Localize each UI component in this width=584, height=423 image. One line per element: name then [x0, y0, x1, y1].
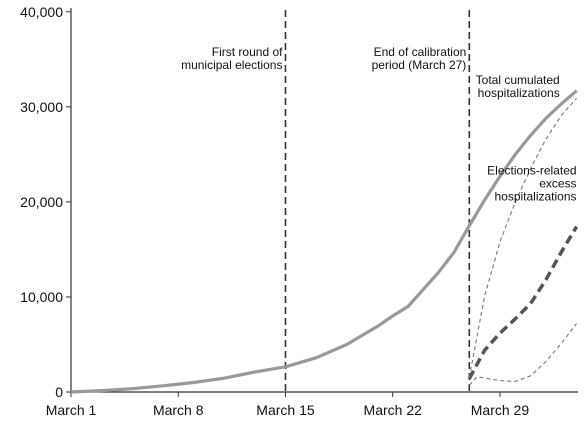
annotation-line: hospitalizations: [494, 189, 576, 203]
annotation-line: period (March 27): [372, 58, 467, 72]
y-tick-label: 20,000: [20, 194, 63, 210]
series-line-dashed: [467, 225, 579, 380]
y-tick-label: 10,000: [20, 289, 63, 305]
reference-lines: First round of municipal elections End of …: [181, 10, 471, 392]
series-line-dotted-lower: [468, 323, 578, 386]
y-tick-label: 0: [55, 384, 63, 400]
annotation-line: Total cumulated: [476, 73, 560, 87]
annotation-line: End of calibration: [374, 45, 467, 59]
x-tick-label: March 29: [471, 402, 530, 418]
series-line-solid: [70, 89, 578, 394]
ticks: 0 10,000 20,000 30,000 40,000 March 1 March 8 M…: [20, 4, 529, 418]
series-annotation: Total cumulated hospitalizations: [476, 73, 560, 100]
series-annotation: Elections-related excess hospitalizations: [487, 163, 576, 203]
annotations: Total cumulated hospitalizationsElections…: [476, 73, 577, 203]
y-tick-label: 40,000: [20, 4, 63, 20]
annotation-line: excess: [539, 176, 576, 190]
x-tick-label: March 15: [256, 402, 315, 418]
x-tick-label: March 8: [153, 402, 204, 418]
x-tick-label: March 1: [46, 402, 97, 418]
series-line-dotted-upper: [468, 97, 578, 378]
annotation-line: First round of: [212, 45, 283, 59]
annotation-line: Elections-related: [487, 163, 576, 177]
axes: [70, 8, 578, 393]
y-tick-label: 30,000: [20, 99, 63, 115]
reference-line-annotation: First round of municipal elections: [181, 45, 283, 72]
annotation-line: municipal elections: [181, 58, 282, 72]
x-tick-label: March 22: [364, 402, 423, 418]
annotation-line: hospitalizations: [478, 86, 560, 100]
reference-line-annotation: End of calibration period (March 27): [372, 45, 467, 72]
series-group: [70, 89, 579, 394]
